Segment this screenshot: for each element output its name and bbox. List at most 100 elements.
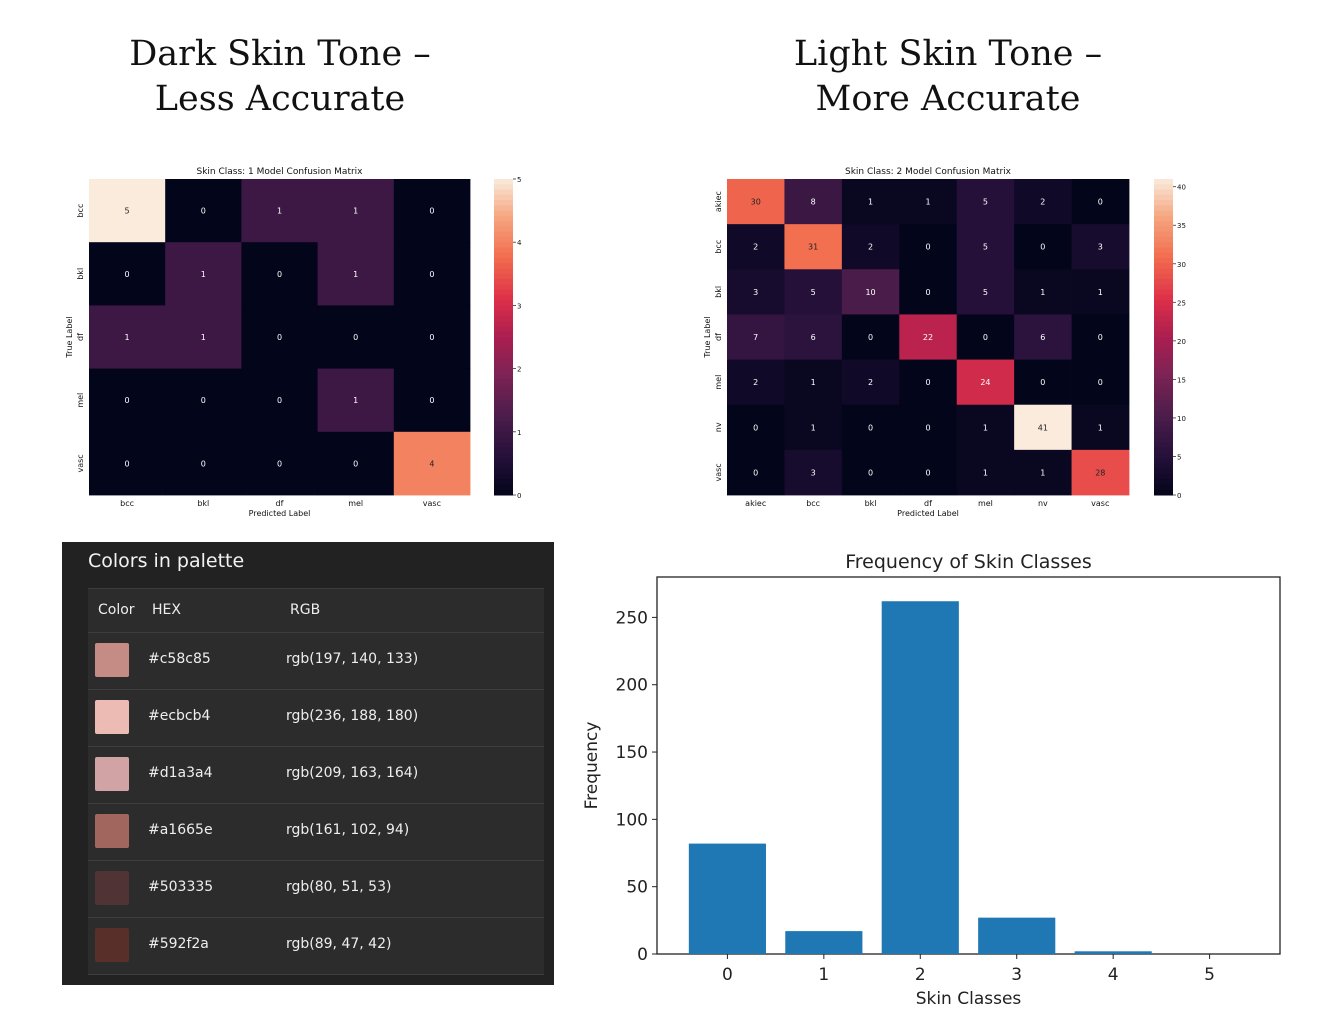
cm2-colorbar-segment	[1154, 331, 1173, 338]
palette-table: Color HEX RGB #c58c85 rgb(197, 140, 133)…	[88, 588, 544, 975]
cm1-cell-value: 0	[277, 459, 282, 468]
cm1-colorbar-segment	[494, 247, 513, 254]
cm2-cell	[956, 404, 1015, 451]
cm1-cell	[317, 368, 395, 433]
cm2-x-tick-label: akiec	[745, 499, 766, 508]
cm2-colorbar-segment	[1154, 405, 1173, 412]
cm2-y-tick-label: vasc	[714, 463, 723, 481]
cm2-x-tick-label: mel	[978, 499, 993, 508]
rgb-value: rgb(236, 188, 180)	[286, 708, 419, 724]
cm1-colorbar-segment	[494, 437, 513, 443]
cm2-cell-value: 2	[1040, 198, 1045, 207]
cm1-colorbar-segment	[494, 452, 513, 459]
light-skin-heading-line-1: Light Skin Tone –	[793, 34, 1103, 74]
cm2-cell-value: 1	[811, 378, 816, 387]
hex-value: #592f2a	[148, 936, 209, 952]
cm2-cell-value: 5	[983, 198, 988, 207]
cm2-colorbar-tick-label: 10	[1177, 415, 1186, 423]
cm2-cell	[784, 404, 843, 451]
y-tick-label: 100	[616, 810, 648, 830]
cm1-colorbar-segment	[494, 284, 513, 291]
cm1-colorbar-segment	[494, 263, 513, 270]
cm2-colorbar-segment	[1154, 326, 1173, 333]
cm2-colorbar-tick-label: 40	[1177, 184, 1186, 192]
cm2-x-tick-label: bcc	[806, 499, 820, 508]
y-tick-label: 150	[616, 743, 648, 763]
cm1-cell	[393, 368, 471, 433]
cm2-cell	[784, 224, 843, 270]
cm2-cell	[1071, 449, 1130, 496]
cm1-cell	[165, 305, 242, 369]
cm1-cell-value: 5	[125, 207, 130, 216]
cm2-colorbar-segment	[1154, 242, 1173, 248]
cm1-colorbar-segment	[494, 426, 513, 433]
y-tick-label: 50	[626, 878, 648, 898]
hex-value: #503335	[148, 879, 214, 895]
cm2-cell-value: 0	[868, 333, 873, 342]
color-palette-panel: Colors in palette Color HEX RGB #c58c85 …	[62, 542, 554, 985]
cm1-colorbar-segment	[494, 421, 513, 428]
cm2-colorbar-tick-label: 15	[1177, 376, 1186, 384]
cm1-cell-value: 0	[201, 207, 206, 216]
cm2-cell-value: 1	[811, 423, 816, 432]
hex-value: #d1a3a4	[148, 765, 213, 781]
cm1-cell	[317, 179, 395, 243]
cm1-colorbar-tick-label: 2	[517, 366, 521, 374]
cm1-colorbar-segment	[494, 210, 513, 217]
cm1-colorbar-segment	[494, 473, 513, 480]
cm1-colorbar-tick-label: 1	[517, 429, 521, 437]
cm2-cell-value: 1	[983, 423, 988, 432]
cm1-colorbar-segment	[494, 236, 513, 243]
cm2-cell	[727, 269, 785, 315]
cm2-colorbar-segment	[1154, 215, 1173, 222]
cm2-cell	[1071, 314, 1130, 360]
cm2-cell	[1014, 224, 1072, 270]
cm1-colorbar-segment	[494, 194, 513, 201]
cm1-cell	[317, 431, 395, 496]
y-tick-label: 250	[616, 608, 648, 628]
cm1-y-tick-label: mel	[76, 393, 85, 408]
cm2-y-axis-label: True Label	[703, 316, 712, 358]
cm1-cell	[393, 305, 471, 369]
cm2-cell-value: 5	[811, 288, 816, 297]
confusion-matrix-skin-class-1: Skin Class: 1 Model Confusion Matrix 5 0 1 1…	[65, 167, 522, 518]
cm2-cell	[1014, 449, 1072, 496]
cm2-colorbar-segment	[1154, 305, 1173, 312]
cm2-cell-value: 1	[1040, 288, 1045, 297]
cm1-cell-value: 0	[429, 270, 434, 279]
cm1-colorbar-segment	[494, 479, 513, 485]
cm2-cell	[1071, 359, 1130, 406]
cm2-x-tick-label: bkl	[865, 499, 877, 508]
rgb-value: rgb(89, 47, 42)	[286, 936, 392, 952]
cm1-colorbar-segment	[494, 258, 513, 264]
cm2-cell-value: 0	[1040, 378, 1045, 387]
cm2-colorbar-segment	[1154, 236, 1173, 243]
cm1-colorbar-segment	[494, 289, 513, 296]
cm2-colorbar-segment	[1154, 284, 1173, 291]
cm1-title: Skin Class: 1 Model Confusion Matrix	[197, 167, 364, 177]
cm2-cell-value: 0	[925, 243, 930, 252]
cm1-colorbar-segment	[494, 463, 513, 470]
cm2-cell	[841, 179, 900, 225]
cm2-cell	[727, 404, 785, 451]
cm1-cell-value: 1	[277, 207, 282, 216]
cm1-colorbar-tick-label: 0	[517, 492, 521, 500]
cm1-x-tick-label: bcc	[120, 499, 134, 508]
cm2-cell	[899, 179, 958, 225]
cm2-cell	[841, 404, 900, 451]
cm1-colorbar-segment	[494, 373, 513, 380]
cm2-colorbar-segment	[1154, 184, 1173, 191]
cm2-colorbar-segment	[1154, 352, 1173, 359]
color-swatch	[95, 700, 129, 734]
cm2-cell	[727, 449, 785, 496]
cm1-cell	[241, 242, 318, 306]
cm2-cell	[784, 359, 843, 406]
cm2-cell-value: 1	[868, 198, 873, 207]
cm2-x-tick-label: df	[924, 499, 932, 508]
light-skin-heading: Light Skin Tone – More Accurate	[668, 32, 1228, 122]
cm2-colorbar-segment	[1154, 252, 1173, 259]
cm2-cell-value: 0	[925, 423, 930, 432]
palette-header-color: Color	[98, 602, 135, 618]
cm2-colorbar-segment	[1154, 452, 1173, 459]
cm2-colorbar-segment	[1154, 273, 1173, 280]
